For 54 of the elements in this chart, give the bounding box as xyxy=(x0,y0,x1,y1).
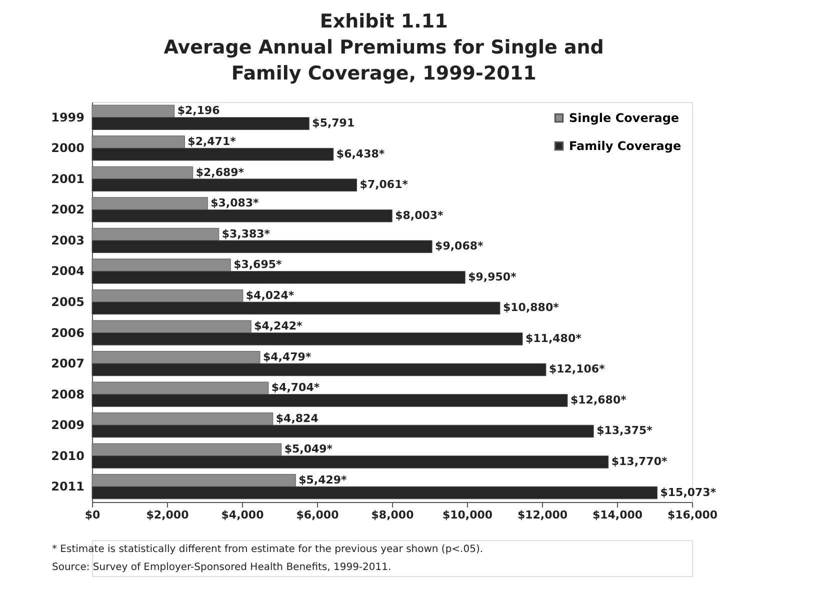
data-label: $4,242* xyxy=(254,320,303,333)
y-tick-label: 2005 xyxy=(51,295,84,309)
y-tick-label: 2008 xyxy=(51,387,84,402)
x-tick-label: $6,000 xyxy=(296,508,340,522)
data-label: $5,049* xyxy=(284,442,333,456)
data-label: $8,003* xyxy=(395,208,444,222)
y-tick-label: 1999 xyxy=(51,110,84,124)
x-tick-label: $16,000 xyxy=(667,508,718,522)
source-note: Source: Survey of Employer-Sponsored Health Benefits, 1999-2011. xyxy=(52,562,392,573)
data-label: $5,791 xyxy=(312,116,355,130)
y-tick-label: 2003 xyxy=(51,233,84,248)
data-label: $7,061* xyxy=(360,178,408,192)
data-label: $9,068* xyxy=(435,240,484,253)
text: * Estimate is statistically different from estimate for the previous year shown (p<.05). xyxy=(52,544,484,555)
data-label: $12,106* xyxy=(548,362,606,376)
y-tick-label: 2002 xyxy=(51,202,84,217)
y-tick-label: 2001 xyxy=(51,172,84,186)
y-tick-label: 2007 xyxy=(51,356,84,371)
data-label: $4,479* xyxy=(262,350,312,364)
chart-subtitle: Average Annual Premiums for Single and Family Coverage, 1999-2011 xyxy=(164,36,604,84)
chart-title: Exhibit 1.11 xyxy=(320,10,448,32)
x-tick-label: $12,000 xyxy=(517,508,568,522)
data-label: $5,429* xyxy=(298,473,348,486)
data-label: $4,704* xyxy=(271,381,320,394)
data-label: $2,471* xyxy=(188,135,236,148)
data-label: $12,680* xyxy=(570,393,627,406)
data-label: $4,024* xyxy=(246,288,294,302)
y-tick-label: 2004 xyxy=(51,264,84,278)
data-label: $13,375* xyxy=(596,424,653,438)
x-tick-label: $14,000 xyxy=(592,508,643,522)
data-label: $9,950* xyxy=(468,270,517,284)
x-tick-label: $0 xyxy=(84,508,100,522)
data-label: $3,383* xyxy=(222,227,270,240)
data-label: $2,689* xyxy=(196,166,244,179)
y-tick-label: 2011 xyxy=(51,480,84,494)
data-label: $6,438* xyxy=(336,147,385,160)
data-label: $3,083* xyxy=(210,196,260,210)
legend-label: Family Coverage xyxy=(569,139,682,153)
y-tick-label: 2009 xyxy=(51,418,84,432)
legend-label: Single Coverage xyxy=(569,111,680,125)
data-label: $13,770* xyxy=(611,455,668,468)
data-label: $10,880* xyxy=(503,301,560,314)
x-tick-label: $4,000 xyxy=(221,508,264,522)
x-tick-label: $8,000 xyxy=(371,508,414,522)
y-tick-label: 2010 xyxy=(51,448,84,463)
x-tick-label: $2,000 xyxy=(146,508,190,522)
data-label: $4,824 xyxy=(276,412,319,425)
x-tick-label: $10,000 xyxy=(442,508,493,522)
data-label: $11,480* xyxy=(526,332,582,345)
data-label: $2,196 xyxy=(177,104,220,118)
data-label: $3,695* xyxy=(234,258,282,272)
y-tick-label: 2000 xyxy=(51,141,84,156)
y-tick-label: 2006 xyxy=(51,326,84,340)
data-label: $15,073* xyxy=(660,486,716,499)
